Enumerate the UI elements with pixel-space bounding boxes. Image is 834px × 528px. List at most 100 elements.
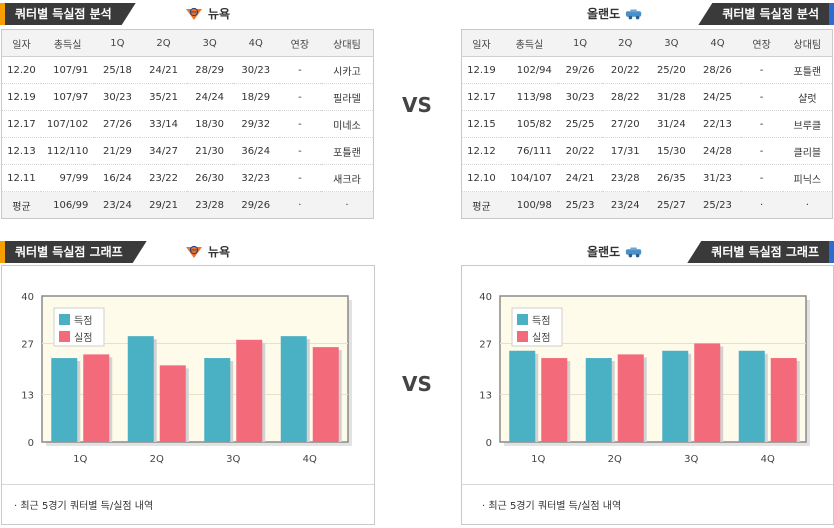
right-team-name: 올랜도 — [587, 7, 621, 21]
table-cell: 24/21 — [557, 164, 603, 192]
table-cell: 20/22 — [602, 56, 649, 84]
table-cell: 17/31 — [602, 137, 649, 165]
left-analysis-title: 쿼터별 득실점 분석 — [0, 3, 136, 25]
left-graph-team: 뉴욕 — [185, 241, 230, 263]
magic-logo-icon — [626, 9, 642, 20]
x-tick-label: 4Q — [303, 454, 317, 465]
knicks-logo-icon — [186, 245, 202, 258]
table-cell: - — [278, 56, 321, 84]
y-tick-label: 13 — [479, 391, 492, 402]
knicks-logo-icon — [186, 7, 202, 20]
table-cell: - — [740, 110, 783, 138]
table-row: 12.20 107/91 25/18 24/21 28/29 30/23- 시카고 — [1, 56, 374, 84]
average-cell: 25/23 — [557, 191, 603, 219]
column-header: 3Q — [186, 29, 233, 57]
table-cell: - — [740, 56, 783, 84]
left-team-name: 뉴욕 — [208, 7, 231, 21]
average-cell: 평균 — [1, 191, 41, 219]
column-header: 총득실 — [40, 29, 95, 57]
column-header: 3Q — [648, 29, 695, 57]
table-cell: 12.20 — [1, 56, 41, 84]
right-chart-note: · 최근 5경기 쿼터별 득/실점 내역 — [482, 501, 622, 512]
table-cell: 18/29 — [232, 83, 279, 111]
table-cell: 샬럿 — [782, 83, 833, 111]
table-cell: 12.10 — [461, 164, 501, 192]
table-cell: 18/30 — [186, 110, 233, 138]
average-cell: 23/24 — [94, 191, 141, 219]
right-analysis-title: 쿼터별 득실점 분석 — [698, 3, 834, 25]
bar-score — [662, 350, 689, 442]
table-cell: 107/102 — [40, 110, 95, 138]
column-header: 4Q — [232, 29, 279, 57]
table-cell: 22/13 — [694, 110, 741, 138]
left-graph-team-name: 뉴욕 — [208, 245, 231, 259]
table-cell: 102/94 — [500, 56, 558, 84]
table-cell: 24/21 — [140, 56, 187, 84]
table-cell: 31/24 — [648, 110, 695, 138]
table-cell: 16/24 — [94, 164, 141, 192]
table-cell: 21/29 — [94, 137, 141, 165]
average-cell: 106/99 — [40, 191, 95, 219]
column-header: 2Q — [602, 29, 649, 57]
table-cell: 36/24 — [232, 137, 279, 165]
table-cell: 105/82 — [500, 110, 558, 138]
table-cell: 112/110 — [40, 137, 95, 165]
table-row: 12.13 112/110 21/29 34/27 21/30 36/24- 포틀랜 — [1, 137, 374, 165]
average-cell: 23/28 — [186, 191, 233, 219]
average-cell: · — [740, 191, 783, 219]
table-row: 12.17 113/98 30/23 28/22 31/28 24/25- 샬럿 — [461, 83, 833, 111]
table-cell: 29/26 — [557, 56, 603, 84]
right-graph-title: 쿼터별 득실점 그래프 — [687, 241, 834, 263]
y-tick-label: 40 — [479, 292, 492, 303]
bar-score — [51, 358, 78, 442]
average-cell: · — [320, 191, 374, 219]
average-cell: 평균 — [461, 191, 501, 219]
average-cell: 29/21 — [140, 191, 187, 219]
table-cell: 25/20 — [648, 56, 695, 84]
table-cell: 35/21 — [140, 83, 187, 111]
table-cell: 26/30 — [186, 164, 233, 192]
y-tick-label: 0 — [486, 438, 492, 449]
table-cell: - — [740, 137, 783, 165]
bar-score — [127, 336, 154, 442]
bar-score — [280, 336, 307, 442]
table-cell: 30/23 — [232, 56, 279, 84]
bar-score — [585, 358, 612, 442]
right-stats-table: 일자 총득실 1Q 2Q 3Q 4Q 연장 상대팀 12.19 102/94 29/26 20/22 2… — [461, 29, 833, 219]
table-cell: 12.13 — [1, 137, 41, 165]
left-chart-divider — [2, 484, 374, 485]
table-cell: 12.17 — [461, 83, 501, 111]
vs-label-bottom: VS — [402, 372, 432, 396]
column-header: 총득실 — [500, 29, 558, 57]
vs-label-top: VS — [402, 93, 432, 117]
table-cell: 27/20 — [602, 110, 649, 138]
bar-allowed — [312, 347, 339, 442]
average-row: 평균 106/99 23/24 29/21 23/28 29/26 · · — [1, 191, 374, 219]
table-header-row: 일자 총득실 1Q 2Q 3Q 4Q 연장 상대팀 — [461, 29, 833, 57]
table-cell: 30/23 — [94, 83, 141, 111]
left-graph-title: 쿼터별 득실점 그래프 — [0, 241, 147, 263]
table-cell: 97/99 — [40, 164, 95, 192]
bar-allowed — [83, 354, 110, 442]
table-cell: 28/29 — [186, 56, 233, 84]
legend-swatch — [517, 314, 528, 325]
right-chart-divider — [462, 484, 833, 485]
table-cell: - — [278, 137, 321, 165]
right-team: 올랜도 — [587, 3, 643, 25]
table-cell: - — [278, 110, 321, 138]
bar-allowed — [617, 354, 644, 442]
average-cell: 100/98 — [500, 191, 558, 219]
table-cell: 24/25 — [694, 83, 741, 111]
left-stats-table: 일자 총득실 1Q 2Q 3Q 4Q 연장 상대팀 12.20 107/91 25/18 24/21 2… — [1, 29, 374, 219]
bar-score — [204, 358, 231, 442]
table-cell: - — [740, 83, 783, 111]
table-cell: 24/24 — [186, 83, 233, 111]
table-cell: 28/22 — [602, 83, 649, 111]
legend-swatch — [59, 314, 70, 325]
table-cell: 28/26 — [694, 56, 741, 84]
average-cell: 25/23 — [694, 191, 741, 219]
legend-label: 득점 — [532, 315, 550, 327]
table-cell: - — [278, 83, 321, 111]
table-cell: 31/23 — [694, 164, 741, 192]
